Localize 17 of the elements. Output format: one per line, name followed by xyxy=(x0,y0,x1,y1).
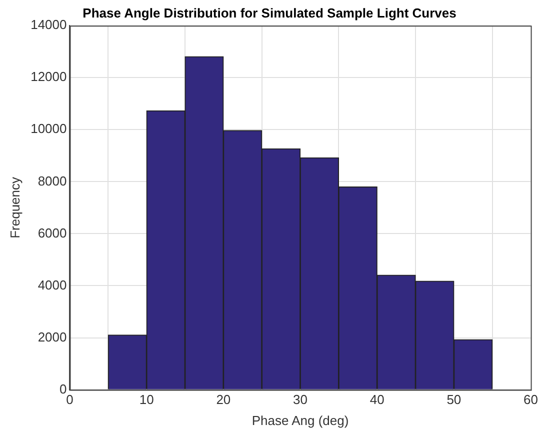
x-tick-label: 30 xyxy=(293,392,308,408)
y-axis-title: Frequency xyxy=(7,176,22,238)
y-tick-label: 8000 xyxy=(38,173,67,188)
y-tick-label: 2000 xyxy=(38,329,67,344)
y-tick-label: 10000 xyxy=(30,121,67,136)
x-tick-label: 50 xyxy=(446,392,462,408)
x-axis-title: Phase Ang (deg) xyxy=(252,412,349,428)
y-tick-label: 4000 xyxy=(38,277,67,292)
y-tick-label: 14000 xyxy=(30,17,67,32)
x-tick-label: 10 xyxy=(139,392,154,408)
y-tick-label: 0 xyxy=(60,381,67,396)
y-tick-label: 12000 xyxy=(30,69,67,84)
x-tick-label: 60 xyxy=(524,392,538,408)
y-tick-label: 6000 xyxy=(38,225,67,240)
chart-title: Phase Angle Distribution for Simulated Sample Light Curves xyxy=(82,5,456,20)
x-tick-label: 40 xyxy=(370,392,384,408)
x-tick-label: 20 xyxy=(216,392,231,408)
